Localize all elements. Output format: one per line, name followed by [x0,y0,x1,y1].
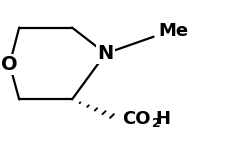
Text: 2: 2 [152,117,161,130]
Text: Me: Me [158,22,189,40]
Text: O: O [1,55,18,74]
Text: CO: CO [122,110,151,128]
Text: N: N [97,44,114,63]
Text: H: H [156,110,170,128]
